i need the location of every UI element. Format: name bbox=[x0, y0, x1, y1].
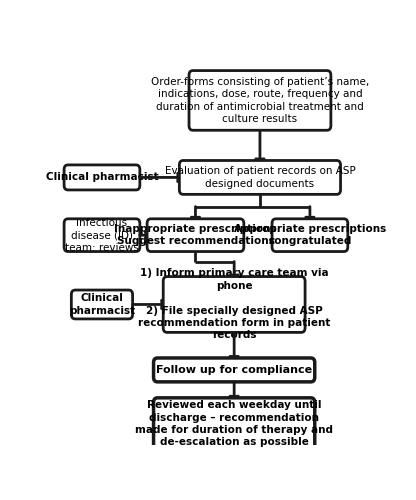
Text: Inappropriate prescriptions
Suggest recommendations: Inappropriate prescriptions Suggest reco… bbox=[114, 224, 277, 246]
FancyBboxPatch shape bbox=[147, 219, 244, 252]
Text: Evaluation of patient records on ASP
designed documents: Evaluation of patient records on ASP des… bbox=[165, 166, 355, 188]
Text: Infectious
disease (ID)
team: reviews: Infectious disease (ID) team: reviews bbox=[65, 218, 139, 252]
Text: Order-forms consisting of patient’s name,
indications, dose, route, frequency an: Order-forms consisting of patient’s name… bbox=[151, 77, 369, 124]
FancyBboxPatch shape bbox=[189, 70, 331, 130]
Text: 1) Inform primary care team via
phone

2) File specially designed ASP
recommenda: 1) Inform primary care team via phone 2)… bbox=[138, 268, 330, 340]
FancyBboxPatch shape bbox=[154, 398, 315, 450]
FancyBboxPatch shape bbox=[64, 165, 140, 190]
FancyBboxPatch shape bbox=[72, 290, 133, 319]
FancyBboxPatch shape bbox=[64, 219, 140, 252]
FancyBboxPatch shape bbox=[163, 276, 305, 332]
Text: Reviewed each weekday until
discharge – recommendation
made for duration of ther: Reviewed each weekday until discharge – … bbox=[135, 400, 333, 448]
FancyBboxPatch shape bbox=[179, 160, 341, 194]
FancyBboxPatch shape bbox=[272, 219, 348, 252]
Text: Clinical pharmacist: Clinical pharmacist bbox=[46, 172, 158, 182]
Text: Clinical
pharmacist: Clinical pharmacist bbox=[69, 294, 135, 316]
Text: Follow up for compliance: Follow up for compliance bbox=[156, 365, 312, 375]
FancyBboxPatch shape bbox=[154, 358, 315, 382]
Text: Appropriate prescriptions
congratulated: Appropriate prescriptions congratulated bbox=[234, 224, 386, 246]
